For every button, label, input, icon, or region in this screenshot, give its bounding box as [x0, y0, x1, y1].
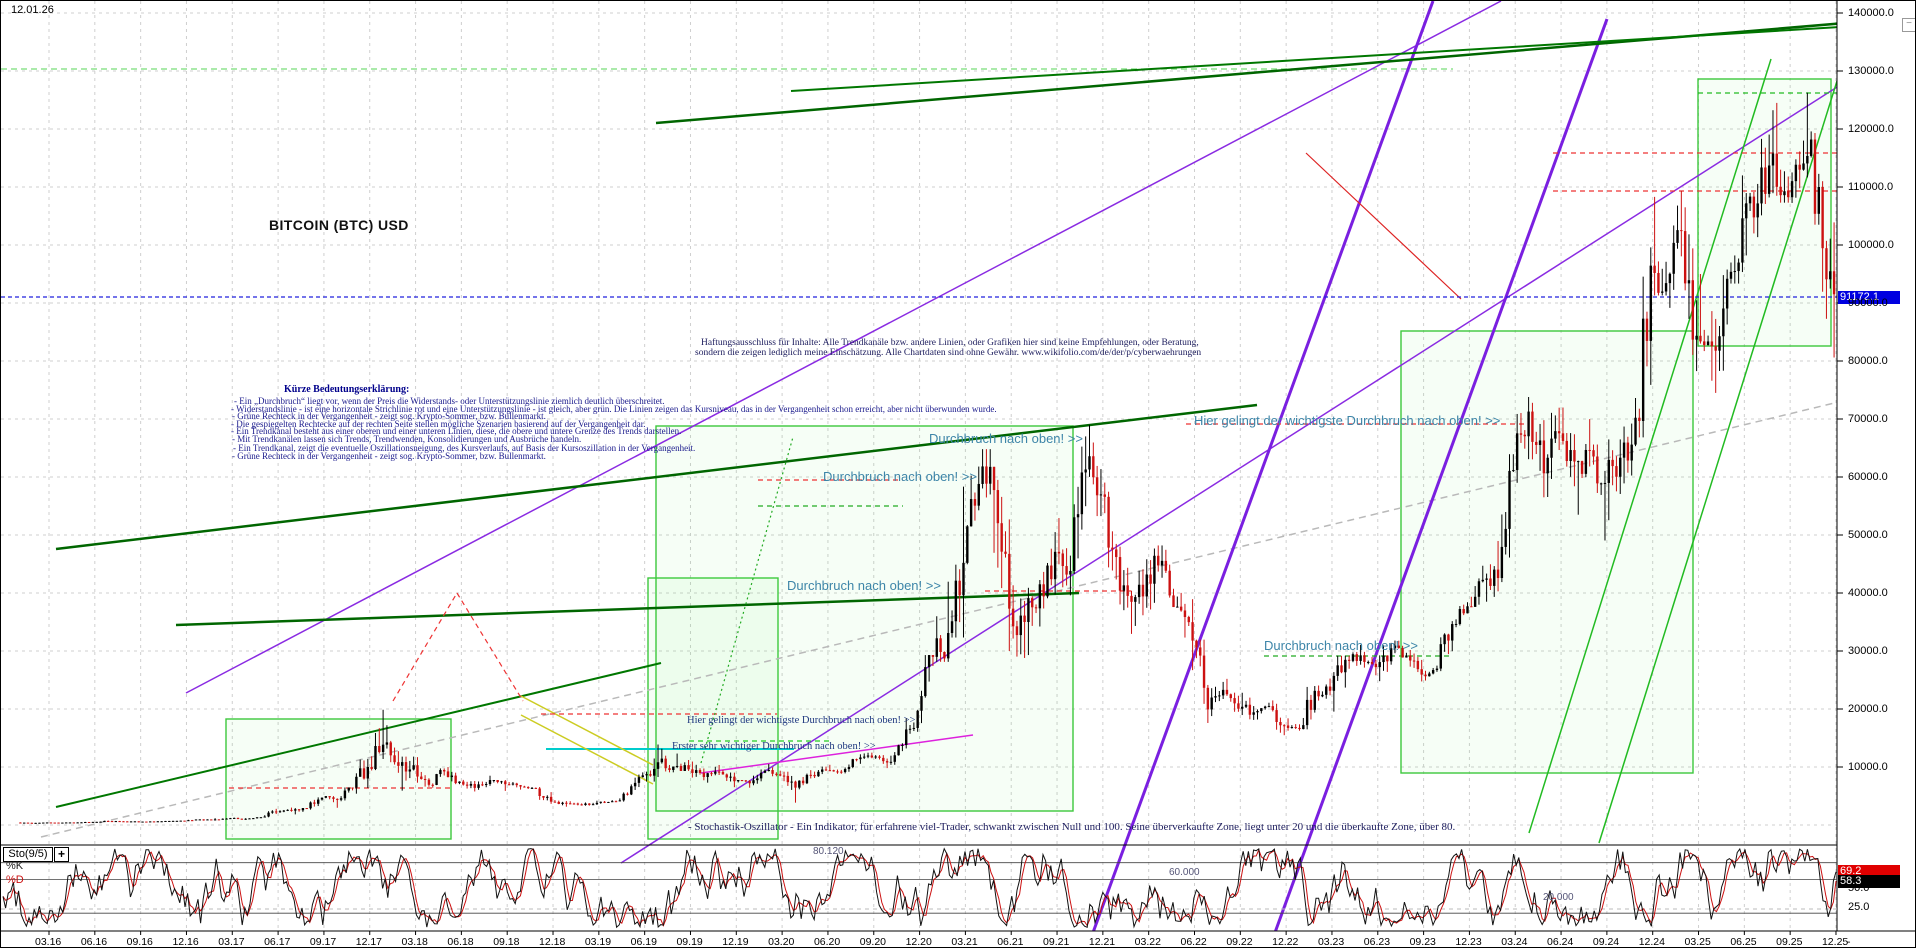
legend-line: - Ein Trendkanal, zeigt die eventuelle O…: [233, 443, 696, 453]
time-tick-label: 12.25: [1821, 936, 1849, 948]
stochastic-d-label: %D: [6, 874, 24, 886]
time-tick-label: 12.23: [1455, 936, 1482, 948]
time-tick-label: 12.16: [172, 936, 199, 948]
stochastic-level-label: 20.000: [1543, 892, 1574, 903]
stochastic-indicator-label[interactable]: Sto(9/5): [3, 847, 53, 862]
time-tick-label: 06.21: [997, 936, 1024, 948]
legend-line: - Grüne Rechteck in der Vergangenheit - …: [232, 450, 546, 461]
breakout-annotation: Durchbruch nach oben! >>: [929, 431, 1083, 446]
time-tick-label: 03.22: [1134, 936, 1161, 948]
disclaimer-line-1: Haftungsausschluss für Inhalte: Alle Tre…: [701, 338, 1199, 348]
legend-line: - Widerstandslinie - ist eine horizontal…: [231, 403, 997, 414]
time-tick-label: 06.16: [80, 936, 108, 948]
legend-line: - Die gespiegelten Rechtecke auf der rec…: [231, 418, 646, 429]
time-tick-label: 09.17: [309, 936, 337, 948]
time-tick-label: 09.22: [1226, 936, 1253, 948]
time-tick-label: 12.24: [1638, 936, 1665, 948]
time-tick-label: 03.23: [1317, 936, 1345, 948]
disclaimer-line-2: sondern die zeigen lediglich meine Einsc…: [695, 348, 1202, 358]
time-tick-label: 09.18: [493, 936, 520, 948]
time-tick-label: 03.25: [1684, 936, 1711, 948]
time-tick-label: 09.20: [859, 936, 887, 948]
time-tick-label: 03.16: [35, 936, 62, 948]
time-tick-label: 12.22: [1272, 936, 1299, 948]
legend-title: Kürze Bedeutungserklärung:: [284, 384, 410, 395]
time-tick-label: 12.21: [1088, 936, 1116, 948]
price-tick-label: 40000.0: [1848, 587, 1888, 599]
legend-line: - Ein „Durchbruch“ liegt vor, wenn der P…: [234, 396, 665, 406]
breakout-annotation-small: Erster sehr wichtiger Durchbruch nach ob…: [672, 741, 876, 752]
time-tick-label: 06.20: [813, 936, 841, 948]
time-axis-end-label: -: [1847, 936, 1851, 948]
stochastic-k-value-badge: 69.2: [1838, 865, 1900, 878]
time-tick-label: 09.16: [126, 936, 153, 948]
price-tick-label: 70000.0: [1848, 413, 1888, 425]
legend-line: - Ein Trendkanal besteht aus einer obere…: [231, 426, 682, 436]
stochastic-axis-25: 25.0: [1848, 901, 1870, 913]
price-tick-label: 10000.0: [1848, 761, 1888, 773]
time-tick-label: 06.22: [1180, 936, 1207, 948]
time-tick-label: 03.20: [768, 936, 795, 948]
date-label: 12.01.26: [11, 4, 54, 16]
price-tick-label: 60000.0: [1848, 471, 1888, 483]
collapse-icon[interactable]: −: [1902, 18, 1915, 32]
stochastic-d-value-badge: 58.3: [1838, 875, 1900, 888]
legend-line: - Grüne Rechteck in der Vergangenheit - …: [232, 411, 546, 421]
breakout-annotation-small: Hier gelingt der wichtigste Durchbruch n…: [687, 715, 916, 726]
time-tick-label: 09.23: [1409, 936, 1436, 948]
time-tick-label: 12.17: [355, 936, 383, 948]
time-tick-label: 03.19: [584, 936, 612, 948]
chart-title: BITCOIN (BTC) USD: [269, 217, 409, 233]
breakout-annotation: Durchbruch nach oben! >>: [787, 578, 941, 593]
price-tick-label: 30000.0: [1848, 645, 1888, 657]
price-tick-label: 20000.0: [1848, 703, 1888, 715]
time-tick-label: 06.23: [1363, 936, 1391, 948]
current-price-badge: 91172.1: [1838, 291, 1900, 304]
breakout-annotation: Hier gelingt der wichtigste Durchbruch n…: [1194, 413, 1501, 428]
price-tick-label: 130000.0: [1848, 65, 1894, 77]
price-tick-label: 120000.0: [1848, 123, 1894, 135]
time-tick-label: 06.18: [447, 936, 474, 948]
time-tick-label: 06.25: [1730, 936, 1757, 948]
time-tick-label: 03.18: [401, 936, 428, 948]
time-tick-label: 06.24: [1547, 936, 1574, 948]
time-tick-label: 03.21: [951, 936, 978, 948]
time-tick-label: 12.20: [905, 936, 932, 948]
breakout-annotation: Durchbruch nach oben! >>: [823, 469, 977, 484]
stochastic-level-label: 80.120: [813, 846, 844, 857]
time-tick-label: 06.17: [264, 936, 291, 948]
time-tick-label: 09.24: [1592, 936, 1620, 948]
time-tick-label: 09.25: [1776, 936, 1803, 948]
stochastic-k-label: %K: [6, 860, 24, 872]
time-tick-label: 09.21: [1043, 936, 1070, 948]
price-tick-label: 110000.0: [1848, 181, 1894, 193]
price-tick-label: 90000.0: [1848, 297, 1888, 309]
stochastic-description: - Stochastik-Oszillator - Ein Indikator,…: [688, 821, 1456, 833]
price-tick-label: 80000.0: [1848, 355, 1888, 367]
breakout-annotation: Durchbruch nach oben! >>: [1264, 638, 1418, 653]
time-tick-label: 03.17: [218, 936, 245, 948]
time-tick-label: 09.19: [676, 936, 703, 948]
time-tick-label: 12.18: [539, 936, 566, 948]
time-tick-label: 12.19: [722, 936, 749, 948]
add-indicator-button[interactable]: +: [54, 847, 69, 862]
time-tick-label: 03.24: [1501, 936, 1528, 948]
price-tick-label: 140000.0: [1848, 7, 1894, 19]
legend-line: - Mit Trendkanälen lassen sich Trends, T…: [232, 433, 582, 444]
time-tick-label: 06.19: [630, 936, 657, 948]
price-tick-label: 100000.0: [1848, 239, 1894, 251]
price-tick-label: 50000.0: [1848, 529, 1888, 541]
stochastic-level-label: 60.000: [1169, 867, 1200, 878]
